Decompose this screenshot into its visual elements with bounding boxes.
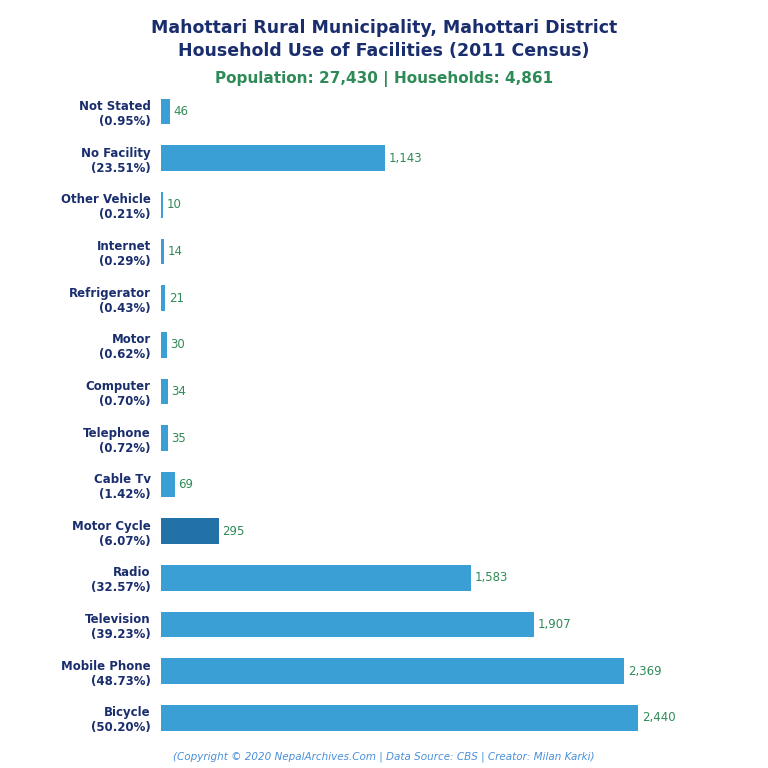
Bar — [161, 612, 534, 637]
Text: 1,907: 1,907 — [538, 618, 571, 631]
Text: 1,583: 1,583 — [475, 571, 508, 584]
Text: 2,369: 2,369 — [628, 664, 661, 677]
Bar — [161, 705, 638, 730]
Text: 69: 69 — [178, 478, 194, 492]
Text: Population: 27,430 | Households: 4,861: Population: 27,430 | Households: 4,861 — [215, 71, 553, 87]
Text: 21: 21 — [169, 292, 184, 305]
Bar — [161, 99, 170, 124]
Bar — [161, 145, 385, 171]
Text: 46: 46 — [174, 105, 189, 118]
Text: 30: 30 — [170, 338, 185, 351]
Bar — [161, 472, 175, 498]
Bar — [161, 565, 471, 591]
Bar — [161, 286, 165, 311]
Bar — [161, 379, 168, 404]
Bar — [161, 192, 164, 217]
Text: (Copyright © 2020 NepalArchives.Com | Data Source: CBS | Creator: Milan Karki): (Copyright © 2020 NepalArchives.Com | Da… — [174, 751, 594, 762]
Text: 34: 34 — [171, 385, 187, 398]
Text: 295: 295 — [223, 525, 245, 538]
Text: 14: 14 — [167, 245, 183, 258]
Text: 35: 35 — [171, 432, 187, 445]
Text: Mahottari Rural Municipality, Mahottari District: Mahottari Rural Municipality, Mahottari … — [151, 19, 617, 37]
Bar — [161, 332, 167, 358]
Text: 2,440: 2,440 — [642, 711, 675, 724]
Text: Household Use of Facilities (2011 Census): Household Use of Facilities (2011 Census… — [178, 42, 590, 60]
Bar — [161, 425, 168, 451]
Text: 1,143: 1,143 — [389, 152, 422, 165]
Bar — [161, 239, 164, 264]
Text: 10: 10 — [167, 198, 181, 211]
Bar — [161, 658, 624, 684]
Bar — [161, 518, 219, 544]
